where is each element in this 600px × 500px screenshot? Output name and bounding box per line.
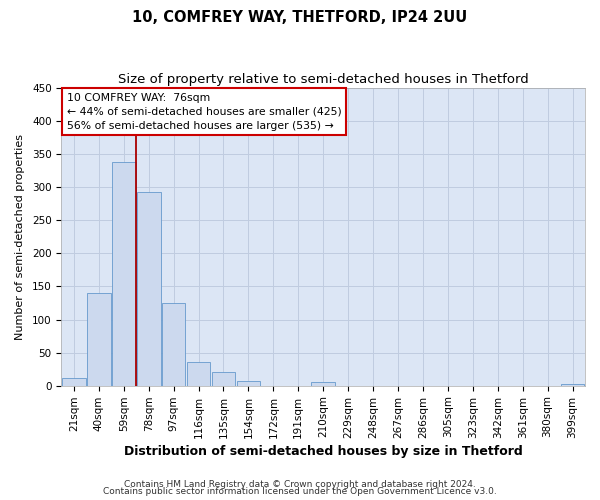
Text: Contains HM Land Registry data © Crown copyright and database right 2024.: Contains HM Land Registry data © Crown c… — [124, 480, 476, 489]
Bar — [137, 192, 161, 386]
Bar — [112, 162, 136, 386]
Title: Size of property relative to semi-detached houses in Thetford: Size of property relative to semi-detach… — [118, 72, 529, 86]
Bar — [311, 382, 335, 386]
Bar — [560, 384, 584, 386]
Text: 10 COMFREY WAY:  76sqm
← 44% of semi-detached houses are smaller (425)
56% of se: 10 COMFREY WAY: 76sqm ← 44% of semi-deta… — [67, 92, 341, 130]
X-axis label: Distribution of semi-detached houses by size in Thetford: Distribution of semi-detached houses by … — [124, 444, 523, 458]
Bar — [236, 381, 260, 386]
Bar — [162, 303, 185, 386]
Bar — [87, 293, 110, 386]
Y-axis label: Number of semi-detached properties: Number of semi-detached properties — [15, 134, 25, 340]
Bar — [62, 378, 86, 386]
Text: 10, COMFREY WAY, THETFORD, IP24 2UU: 10, COMFREY WAY, THETFORD, IP24 2UU — [133, 10, 467, 25]
Text: Contains public sector information licensed under the Open Government Licence v3: Contains public sector information licen… — [103, 487, 497, 496]
Bar — [212, 372, 235, 386]
Bar — [187, 362, 211, 386]
